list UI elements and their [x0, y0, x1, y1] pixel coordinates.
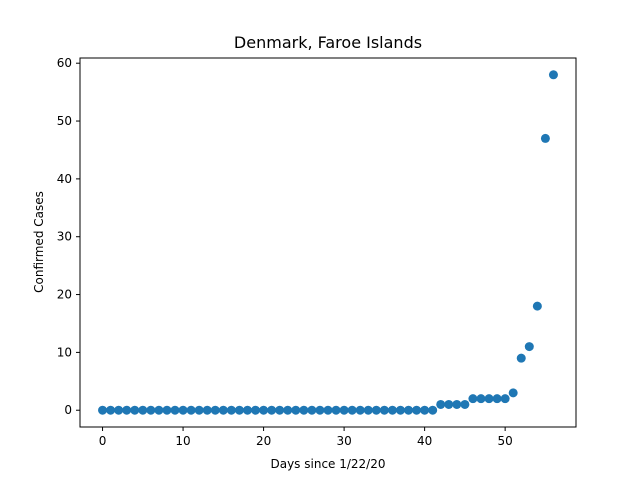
data-point [452, 399, 462, 409]
y-tick-label: 10 [57, 345, 72, 359]
plot-frame [79, 57, 577, 428]
data-point [339, 405, 349, 415]
data-point [242, 405, 252, 415]
x-axis-ticks: 0 10 20 30 40 50 [99, 427, 513, 448]
data-point [363, 405, 373, 415]
x-tick-label: 50 [498, 434, 513, 448]
data-point [355, 405, 365, 415]
data-point [347, 405, 357, 415]
chart-title: Denmark, Faroe Islands [234, 33, 422, 52]
data-point [267, 405, 277, 415]
data-point [194, 405, 204, 415]
data-point [460, 399, 470, 409]
data-point [251, 405, 261, 415]
data-point [259, 405, 269, 415]
x-tick-label: 20 [256, 434, 271, 448]
data-point [508, 388, 518, 398]
data-point [122, 405, 132, 415]
data-point [291, 405, 301, 415]
data-point [540, 133, 550, 143]
data-point [106, 405, 116, 415]
data-point [500, 394, 510, 404]
data-point [323, 405, 333, 415]
y-tick-label: 0 [64, 403, 72, 417]
data-point [387, 405, 397, 415]
data-point [492, 394, 502, 404]
data-point [146, 405, 156, 415]
y-axis-ticks: 0 10 20 30 40 50 60 [57, 56, 80, 417]
x-tick-label: 10 [175, 434, 190, 448]
y-tick-label: 20 [57, 288, 72, 302]
data-point [226, 405, 236, 415]
data-point [476, 394, 486, 404]
data-point [98, 405, 108, 415]
data-point [186, 405, 196, 415]
data-point [484, 394, 494, 404]
data-point [436, 399, 446, 409]
data-point [138, 405, 148, 415]
data-point [404, 405, 414, 415]
data-point [130, 405, 140, 415]
x-tick-label: 30 [336, 434, 351, 448]
x-tick-label: 40 [417, 434, 432, 448]
y-tick-label: 40 [57, 172, 72, 186]
y-tick-label: 30 [57, 230, 72, 244]
data-point [524, 342, 534, 352]
data-point [379, 405, 389, 415]
y-tick-label: 60 [57, 56, 72, 70]
data-point [315, 405, 325, 415]
data-point [371, 405, 381, 415]
data-point [444, 399, 454, 409]
data-point [428, 405, 438, 415]
data-point [307, 405, 317, 415]
data-point [218, 405, 228, 415]
y-tick-label: 50 [57, 114, 72, 128]
data-point [202, 405, 212, 415]
data-point [154, 405, 164, 415]
data-point [210, 405, 220, 415]
data-point [331, 405, 341, 415]
x-tick-label: 0 [99, 434, 107, 448]
data-point [468, 394, 478, 404]
data-point [170, 405, 180, 415]
data-point [395, 405, 405, 415]
data-point [283, 405, 293, 415]
data-point [532, 301, 542, 311]
data-points [98, 70, 558, 415]
data-point [548, 70, 558, 80]
x-axis-label: Days since 1/22/20 [270, 457, 385, 471]
data-point [420, 405, 430, 415]
data-point [178, 405, 188, 415]
data-point [234, 405, 244, 415]
data-point [516, 353, 526, 363]
data-point [114, 405, 124, 415]
data-point [299, 405, 309, 415]
data-point [412, 405, 422, 415]
data-point [275, 405, 285, 415]
y-axis-label: Confirmed Cases [32, 191, 46, 293]
data-point [162, 405, 172, 415]
